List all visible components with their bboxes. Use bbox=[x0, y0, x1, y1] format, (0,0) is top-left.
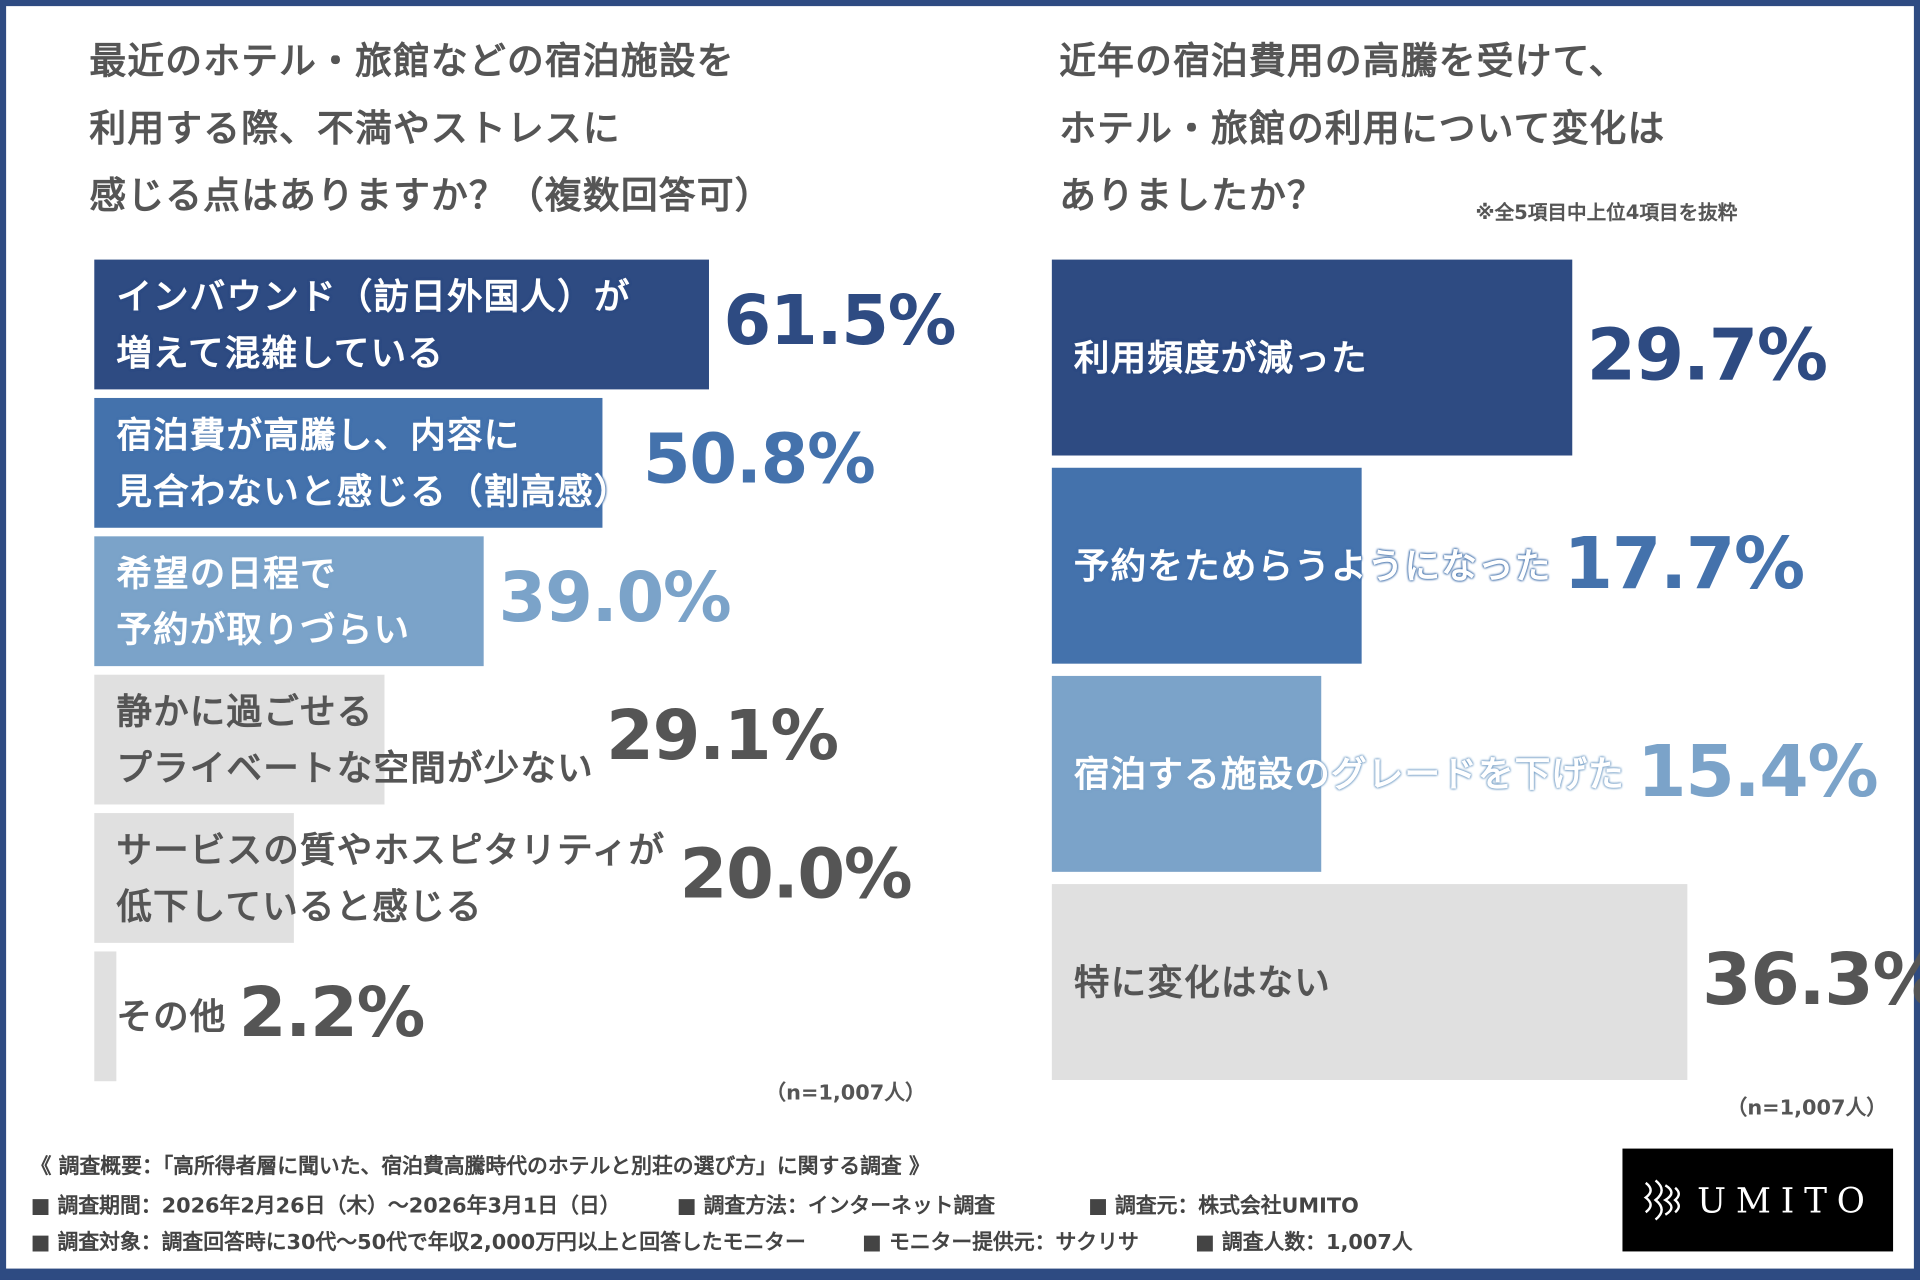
survey-details-row2: ■ 調査対象：調査回答時に30代〜50代で年収2,000万円以上と回答したモニタ… bbox=[30, 1225, 1462, 1256]
label-line: その他 bbox=[116, 995, 227, 1038]
label-line: 静かに過ごせる bbox=[116, 690, 374, 733]
bar-category-label: 静かに過ごせるプライベートな空間が少ない bbox=[116, 683, 594, 796]
bar-value-label: 29.7% bbox=[1586, 313, 1828, 397]
bar-category-label: 宿泊費が高騰し、内容に見合わないと感じる（割高感） bbox=[116, 407, 630, 520]
label-line: 予約をためらうようになった bbox=[1073, 544, 1552, 587]
label-line: 予約が取りづらい bbox=[116, 608, 411, 651]
bar-value-label: 15.4% bbox=[1637, 729, 1878, 814]
survey-method: ■ 調査方法：インターネット調査 bbox=[676, 1193, 996, 1219]
survey-details-row1: ■ 調査期間：2026年2月26日（木）〜2026年3月1日（日） ■ 調査方法… bbox=[30, 1188, 1408, 1219]
survey-source: ■ 調査元：株式会社UMITO bbox=[1088, 1193, 1359, 1219]
bar-value-label: 20.0% bbox=[679, 835, 913, 916]
bar-value-label: 17.7% bbox=[1563, 521, 1805, 605]
survey-target: ■ 調査対象：調査回答時に30代〜50代で年収2,000万円以上と回答したモニタ… bbox=[30, 1230, 806, 1256]
monitor-provider: ■ モニター提供元：サクリサ bbox=[862, 1230, 1139, 1256]
bar bbox=[94, 813, 295, 943]
label-line: 増えて混雑している bbox=[116, 331, 445, 374]
label-line: 見合わないと感じる（割高感） bbox=[116, 470, 631, 512]
survey-summary: 《 調査概要：「高所得者層に聞いた、宿泊費高騰時代のホテルと別荘の選び方」に関す… bbox=[30, 1154, 930, 1180]
bar bbox=[94, 951, 117, 1082]
bar-category-label: その他 bbox=[116, 988, 226, 1044]
bar bbox=[94, 674, 386, 805]
label-line: 宿泊費が高騰し、内容に bbox=[116, 413, 521, 456]
title-line: 利用する際、不満やストレスに bbox=[89, 107, 621, 151]
label-line: 宿泊する施設のグレードを下げた bbox=[1073, 753, 1625, 795]
right-chart-title: 近年の宿泊費用の高騰を受けて、 ホテル・旅館の利用について変化は ありましたか？ bbox=[1059, 28, 1665, 230]
label-line: プライベートな空間が少ない bbox=[116, 746, 594, 789]
bar-category-label: 特に変化はない bbox=[1074, 954, 1331, 1010]
bar-category-label: インバウンド（訪日外国人）が 増えて混雑している bbox=[116, 268, 630, 381]
title-line: ホテル・旅館の利用について変化は bbox=[1059, 107, 1666, 151]
wave-icon bbox=[1643, 1179, 1681, 1221]
bar-value-label: 50.8% bbox=[642, 420, 876, 500]
bar-category-label: 予約をためらうようになった bbox=[1074, 538, 1552, 594]
bar-category-label: 希望の日程で予約が取りづらい bbox=[116, 545, 410, 658]
bar-category-label: サービスの質やホスピタリティが 低下していると感じる bbox=[116, 822, 665, 935]
label-line: 利用頻度が減った bbox=[1073, 336, 1368, 379]
bar bbox=[94, 397, 602, 528]
title-line: 最近のホテル・旅館などの宿泊施設を bbox=[89, 40, 735, 84]
label-line: サービスの質やホスピタリティが bbox=[116, 828, 666, 871]
survey-count: ■ 調査人数：1,007人 bbox=[1194, 1230, 1413, 1256]
bar-category-label: 宿泊する施設のグレードを下げた bbox=[1074, 746, 1625, 802]
bar-value-label: 29.1% bbox=[606, 697, 839, 777]
bar-value-label: 61.5% bbox=[723, 281, 956, 362]
label-line: 特に変化はない bbox=[1073, 961, 1332, 1003]
bar bbox=[1051, 884, 1688, 1081]
left-chart-title: 最近のホテル・旅館などの宿泊施設を 利用する際、不満やストレスに 感じる点はあり… bbox=[89, 28, 772, 230]
bar-category-label: 利用頻度が減った bbox=[1074, 329, 1368, 385]
label-line: 希望の日程で bbox=[116, 552, 337, 594]
umito-logo: UMITO bbox=[1622, 1148, 1894, 1252]
title-line: 近年の宿泊費用の高騰を受けて、 bbox=[1059, 40, 1627, 84]
label-line: インバウンド（訪日外国人）が bbox=[116, 275, 631, 318]
excerpt-note: ※全5項目中上位4項目を抜粋 bbox=[1475, 200, 1738, 225]
right-sample-size: （n=1,007人） bbox=[1726, 1095, 1888, 1121]
bar-value-label: 2.2% bbox=[238, 973, 426, 1054]
left-sample-size: （n=1,007人） bbox=[765, 1081, 926, 1106]
bar bbox=[94, 536, 484, 667]
logo-text: UMITO bbox=[1697, 1179, 1875, 1221]
bar-value-label: 36.3% bbox=[1702, 938, 1920, 1022]
title-line: 感じる点はありますか？（複数回答可） bbox=[89, 175, 773, 218]
bar bbox=[1051, 675, 1322, 872]
survey-period: ■ 調査期間：2026年2月26日（木）〜2026年3月1日（日） bbox=[30, 1193, 621, 1219]
label-line: 低下していると感じる bbox=[116, 885, 483, 927]
bar bbox=[1051, 467, 1362, 664]
bar bbox=[1051, 259, 1572, 456]
title-line: ありましたか？ bbox=[1059, 175, 1325, 218]
bar-value-label: 39.0% bbox=[498, 558, 732, 639]
bar bbox=[94, 259, 709, 390]
